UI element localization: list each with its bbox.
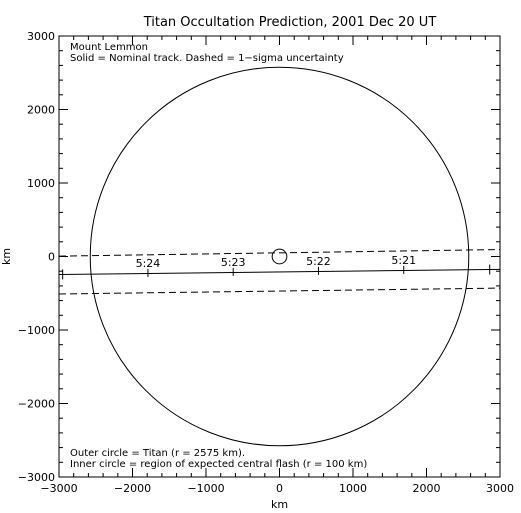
plot-frame: [58, 35, 501, 478]
x-tick-label: 0: [276, 482, 283, 495]
chart-marks: 5:24 5:23 5:22 5:21: [58, 66, 501, 447]
x-tick-label: −1000: [187, 482, 224, 495]
uncertainty-upper-track: [58, 249, 501, 257]
y-tick-label: 0: [48, 251, 55, 264]
y-tick-label: −2000: [18, 398, 55, 411]
time-label: 5:23: [221, 256, 246, 269]
axis-ticks: [58, 35, 501, 478]
x-tick-label: 2000: [413, 482, 441, 495]
time-label: 5:22: [306, 255, 331, 268]
x-tick-label: 3000: [486, 482, 514, 495]
time-label: 5:21: [391, 254, 416, 267]
chart-title: Titan Occultation Prediction, 2001 Dec 2…: [143, 15, 437, 30]
note-observatory: Mount Lemmon: [70, 42, 148, 53]
y-tick-labels: −3000 −2000 −1000 0 1000 2000 3000: [18, 30, 55, 484]
x-tick-label: −3000: [40, 482, 77, 495]
note-outer-circle: Outer circle = Titan (r = 2575 km).: [70, 448, 245, 459]
y-axis-label: km: [0, 248, 13, 265]
y-tick-label: 2000: [27, 104, 55, 117]
note-legend: Solid = Nominal track. Dashed = 1−sigma …: [70, 53, 344, 64]
x-tick-label: −2000: [114, 482, 151, 495]
x-axis-label: km: [271, 498, 288, 511]
x-tick-labels: −3000 −2000 −1000 0 1000 2000 3000: [40, 482, 514, 495]
note-inner-circle: Inner circle = region of expected centra…: [70, 459, 367, 470]
uncertainty-lower-track: [58, 287, 501, 295]
x-tick-label: 1000: [339, 482, 367, 495]
y-tick-label: 1000: [27, 177, 55, 190]
y-tick-label: −1000: [18, 324, 55, 337]
titan-circle: [89, 66, 470, 447]
central-flash-circle: [271, 248, 288, 265]
time-label: 5:24: [136, 257, 161, 270]
y-tick-label: 3000: [27, 30, 55, 43]
y-tick-label: −3000: [18, 471, 55, 484]
nominal-track: [58, 268, 501, 276]
